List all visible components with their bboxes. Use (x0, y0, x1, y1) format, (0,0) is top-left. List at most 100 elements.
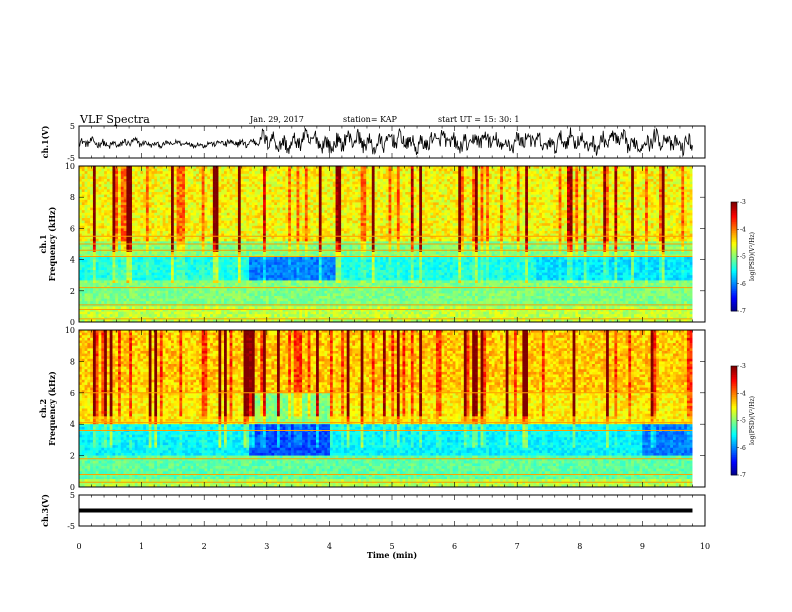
spectrogram-cell (488, 212, 493, 216)
spectrogram-cell (184, 184, 189, 188)
spectrogram-cell (558, 205, 562, 208)
spectrogram-cell (519, 220, 523, 224)
spectrogram-cell (402, 212, 406, 216)
spectrogram-cell (79, 166, 83, 169)
spectrogram-cell (106, 212, 110, 216)
spectrogram-cell (374, 215, 378, 219)
spectrogram-cell (589, 197, 593, 201)
spectrogram-cell (274, 215, 278, 219)
spectrogram-cell (396, 218, 400, 221)
spectrogram-cell (366, 215, 370, 219)
spectrogram-cell (433, 199, 437, 203)
spectrogram-cell (394, 212, 398, 216)
spectrogram-cell (525, 212, 529, 216)
spectrogram-cell (329, 186, 334, 190)
spectrogram-cell (472, 215, 476, 219)
spectrogram-cell (514, 210, 518, 214)
spectrogram-cell (491, 171, 495, 175)
spectrogram-cell (410, 215, 414, 219)
spectrogram-cell (332, 210, 336, 214)
spectrogram-cell (628, 215, 632, 219)
spectrogram-cell (81, 207, 85, 211)
spectrogram-cell (413, 207, 417, 211)
spectrogram-cell (118, 186, 122, 190)
spectrogram-cell (137, 184, 141, 188)
spectrogram-cell (324, 186, 328, 190)
spectrogram-cell (357, 173, 361, 177)
spectrogram-cell (218, 192, 222, 195)
spectrogram-cell (438, 194, 442, 198)
spectrogram-cell (198, 186, 202, 190)
spectrogram-cell (327, 184, 331, 188)
spectrogram-cell (500, 199, 504, 203)
spectrogram-cell (346, 194, 350, 198)
spectrogram-cell (109, 205, 113, 208)
spectrogram-cell (594, 176, 598, 180)
spectrogram-cell (332, 181, 336, 185)
spectrogram-cell (463, 192, 467, 195)
spectrogram-cell (363, 176, 367, 180)
spectrogram-cell (377, 218, 381, 221)
spectrogram-cell (145, 176, 150, 180)
spectrogram-cell (109, 220, 113, 224)
spectrogram-cell (689, 218, 693, 221)
spectrogram-cell (355, 176, 359, 180)
spectrogram-cell (686, 192, 690, 195)
spectrogram-cell (123, 194, 127, 198)
spectrogram-cell (656, 166, 660, 169)
spectrogram-cell (516, 207, 520, 211)
spectrogram-cell (171, 168, 175, 172)
spectrogram-cell (606, 202, 610, 206)
spectrogram-cell (212, 194, 216, 198)
spectrogram-cell (675, 166, 679, 169)
spectrogram-cell (226, 173, 230, 177)
spectrogram-cell (215, 179, 219, 182)
spectrogram-cell (461, 197, 465, 201)
spectrogram-cell (419, 218, 423, 221)
spectrogram-cell (90, 194, 94, 198)
spectrogram-cell (477, 166, 481, 169)
spectrogram-cell (260, 197, 264, 201)
spectrogram-cell (533, 168, 537, 172)
spectrogram-cell (461, 166, 465, 169)
spectrogram-cell (268, 192, 272, 195)
spectrogram-cell (232, 194, 236, 198)
spectrogram-cell (143, 207, 147, 211)
spectrogram-cell (285, 173, 289, 177)
spectrogram-cell (441, 218, 445, 221)
spectrogram-cell (355, 205, 359, 208)
spectrogram-cell (399, 202, 403, 206)
spectrogram-cell (237, 184, 242, 188)
spectrogram-cell (385, 168, 389, 172)
spectrogram-cell (196, 218, 200, 221)
spectrogram-cell (416, 218, 420, 221)
spectrogram-cell (335, 212, 339, 216)
spectrogram-cell (109, 194, 113, 198)
spectrogram-cell (341, 194, 345, 198)
spectrogram-cell (240, 189, 244, 193)
spectrogram-cell (500, 171, 504, 175)
spectrogram-cell (656, 184, 660, 188)
spectrogram-cell (544, 186, 548, 190)
spectrogram-cell (449, 173, 453, 177)
spectrogram-cell (500, 186, 504, 190)
spectrogram-cell (296, 202, 300, 206)
spectrogram-cell (90, 186, 94, 190)
spectrogram-cell (265, 210, 269, 214)
spectrogram-cell (131, 181, 136, 185)
spectrogram-cell (681, 215, 685, 219)
spectrogram-cell (104, 186, 108, 190)
spectrogram-cell (472, 184, 476, 188)
spectrogram-cell (140, 197, 144, 201)
spectrogram-cell (670, 207, 674, 211)
spectrogram-cell (675, 181, 679, 185)
spectrogram-cell (686, 197, 690, 201)
spectrogram-cell (377, 176, 381, 180)
spectrogram-cell (134, 197, 138, 201)
spectrogram-cell (650, 205, 654, 208)
spectrogram-cell (505, 166, 509, 169)
spectrogram-cell (567, 197, 571, 201)
spectrogram-cell (95, 205, 99, 208)
spectrogram-cell (413, 176, 417, 180)
spectrogram-cell (394, 192, 398, 195)
